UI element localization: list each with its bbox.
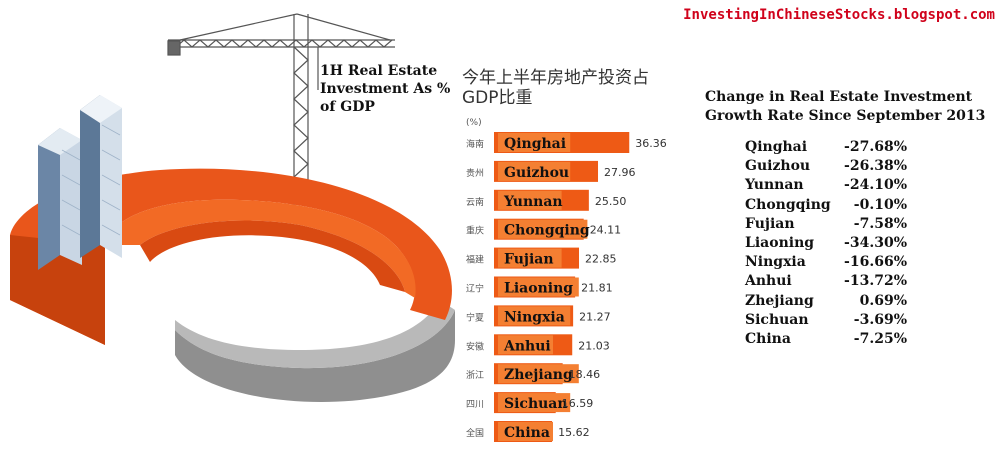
bar-value-label: 22.85 xyxy=(585,253,617,266)
change-province: Fujian xyxy=(745,215,795,232)
change-row: Anhui -13.72% xyxy=(745,272,907,291)
change-value: -27.68% xyxy=(844,139,907,155)
buildings-illustration xyxy=(38,95,122,270)
change-province: Chongqing xyxy=(745,196,831,213)
bar-value-label: 25.50 xyxy=(595,195,627,208)
change-row: Fujian -7.58% xyxy=(745,215,907,234)
chinese-category-label: 四川 xyxy=(466,400,484,410)
bar-category-label: Fujian xyxy=(504,252,554,268)
change-row: China -7.25% xyxy=(745,330,907,349)
chinese-title-line1: 今年上半年房地产投资占 xyxy=(462,68,649,88)
bar-value-label: 18.46 xyxy=(569,368,601,381)
right-title-line2: Growth Rate Since September 2013 xyxy=(705,108,986,124)
change-row: Sichuan -3.69% xyxy=(745,311,907,330)
change-value: -34.30% xyxy=(844,235,907,252)
change-value: -26.38% xyxy=(844,158,907,175)
change-value: 0.69% xyxy=(859,292,907,309)
bar-category-label-bg xyxy=(498,219,588,239)
bar-category-label: Liaoning xyxy=(504,281,573,297)
change-row: Ningxia -16.66% xyxy=(745,253,907,272)
bar-category-label: Qinghai xyxy=(504,136,566,152)
change-province: Guizhou xyxy=(745,158,811,175)
bar-category-label: Yunnan xyxy=(503,194,563,210)
bar-value-label: 16.59 xyxy=(562,397,594,410)
change-row: Zhejiang 0.69% xyxy=(745,292,907,311)
left-title: 1H Real Estate Investment As % of GDP xyxy=(320,63,451,115)
change-province: Anhui xyxy=(745,273,792,290)
right-title: Change in Real Estate Investment Growth … xyxy=(705,88,1000,126)
bar-value-label: 21.81 xyxy=(581,282,613,295)
chinese-category-label: 全国 xyxy=(466,427,484,439)
change-row: Qinghai -27.68% xyxy=(745,138,907,157)
change-province: Sichuan xyxy=(745,311,809,328)
bar-category-label: Ningxia xyxy=(504,309,565,325)
change-row: Chongqing -0.10% xyxy=(745,196,907,215)
chinese-title: 今年上半年房地产投资占 GDP比重 xyxy=(462,68,649,108)
bar-category-label: Sichuan xyxy=(504,396,568,412)
bar-value-label: 21.27 xyxy=(579,310,611,323)
change-value: -7.25% xyxy=(853,331,907,348)
change-province: Liaoning xyxy=(745,235,815,252)
chinese-category-label: 贵州 xyxy=(466,167,484,179)
chinese-category-label: 宁夏 xyxy=(466,311,484,323)
chinese-category-label: 安徽 xyxy=(466,340,484,352)
bar-category-label: China xyxy=(504,425,550,441)
blog-name: InvestingInChineseStocks.blogspot.com xyxy=(683,7,995,23)
change-value: -24.10% xyxy=(844,177,907,194)
bar-category-label: Zhejiang xyxy=(504,367,573,383)
change-province: China xyxy=(745,331,791,348)
change-value: -0.10% xyxy=(853,196,907,213)
change-value: -3.69% xyxy=(853,311,907,328)
change-province: Yunnan xyxy=(745,177,804,194)
change-province: Qinghai xyxy=(745,139,808,155)
change-province: Ningxia xyxy=(745,254,806,271)
change-list: Qinghai -27.68% Guizhou -26.38% Yunnan -24.… xyxy=(745,138,907,349)
chinese-category-label: 重庆 xyxy=(466,225,484,237)
bar-value-label: 27.96 xyxy=(604,166,636,179)
bar-category-label-bg xyxy=(498,277,579,297)
bar-category-label-bg xyxy=(498,422,553,441)
change-row: Guizhou -26.38% xyxy=(745,157,907,176)
change-value: -16.66% xyxy=(844,254,907,271)
bar-category-label: Chongqing xyxy=(504,223,590,239)
chinese-category-label: 浙江 xyxy=(466,369,484,381)
change-value: -13.72% xyxy=(844,273,907,290)
change-row: Liaoning -34.30% xyxy=(745,234,907,253)
bar-category-label: Anhui xyxy=(503,338,551,354)
chinese-category-label: 云南 xyxy=(466,196,484,208)
right-title-line1: Change in Real Estate Investment xyxy=(705,89,973,105)
bar-category-label-bg xyxy=(498,364,579,384)
bar-value-label: 15.62 xyxy=(558,426,590,439)
bar-category-label-bg xyxy=(498,190,562,210)
bar-category-label: Guizhou xyxy=(504,165,569,181)
bar-category-label-bg xyxy=(498,248,562,268)
change-row: Yunnan -24.10% xyxy=(745,176,907,195)
chinese-category-label: 海南 xyxy=(466,138,484,150)
bar-value-label: 24.11 xyxy=(590,224,622,237)
change-province: Zhejiang xyxy=(745,292,814,309)
chinese-unit: (%) xyxy=(466,118,482,128)
bar-category-label-bg xyxy=(498,133,571,152)
illustration xyxy=(10,13,455,403)
chinese-category-label: 辽宁 xyxy=(466,283,484,295)
bar-category-label-bg xyxy=(498,161,571,181)
crane-illustration xyxy=(167,13,395,205)
bar-category-label-bg xyxy=(498,393,571,413)
bar-value-label: 36.36 xyxy=(635,137,667,150)
chinese-title-line2: GDP比重 xyxy=(462,88,533,108)
change-value: -7.58% xyxy=(853,215,907,232)
chinese-category-label: 福建 xyxy=(466,254,484,266)
bar-category-label-bg xyxy=(498,306,571,326)
ring-gray-segment xyxy=(175,310,455,403)
bar-value-label: 21.03 xyxy=(578,339,610,352)
bar-category-label-bg xyxy=(498,335,553,355)
